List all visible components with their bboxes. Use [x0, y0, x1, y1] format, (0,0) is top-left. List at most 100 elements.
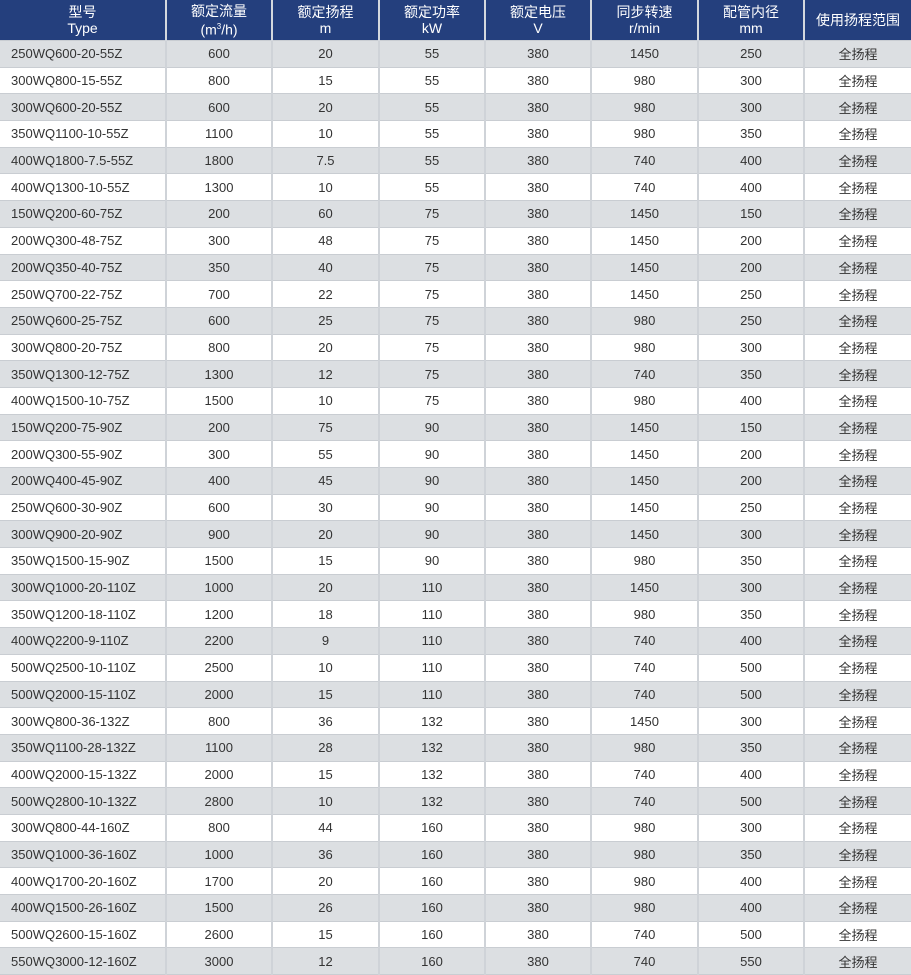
cell-speed: 740	[591, 360, 699, 388]
cell-range: 全扬程	[804, 574, 911, 602]
cell-model: 400WQ1300-10-55Z	[0, 173, 167, 202]
cell-speed: 1450	[591, 254, 699, 282]
pipe-unit: mm	[739, 20, 763, 36]
cell-range: 全扬程	[804, 814, 911, 842]
cell-voltage: 380	[485, 360, 592, 388]
range-cn: 使用扬程范围	[816, 12, 900, 28]
cell-speed: 740	[591, 921, 699, 949]
table-row: 400WQ2000-15-132Z 2000 15 132 380 740 400 全扬程	[0, 761, 911, 789]
cell-speed: 1450	[591, 707, 699, 735]
cell-flow: 200	[166, 414, 273, 442]
cell-range: 全扬程	[804, 67, 911, 95]
cell-power: 160	[379, 867, 486, 895]
cell-flow: 400	[166, 467, 273, 495]
cell-pipe: 400	[698, 173, 805, 202]
cell-voltage: 380	[485, 814, 592, 842]
cell-range: 全扬程	[804, 947, 911, 975]
cell-speed: 1450	[591, 414, 699, 442]
cell-voltage: 380	[485, 761, 592, 789]
cell-pipe: 350	[698, 120, 805, 148]
cell-range: 全扬程	[804, 681, 911, 709]
cell-range: 全扬程	[804, 440, 911, 468]
cell-speed: 980	[591, 387, 699, 415]
cell-model: 400WQ1800-7.5-55Z	[0, 147, 167, 175]
cell-pipe: 300	[698, 814, 805, 842]
cell-model: 300WQ800-44-160Z	[0, 814, 167, 842]
cell-power: 90	[379, 520, 486, 549]
cell-power: 55	[379, 93, 486, 122]
cell-head: 10	[272, 120, 380, 148]
cell-speed: 980	[591, 841, 699, 869]
cell-power: 132	[379, 787, 486, 815]
cell-flow: 1000	[166, 574, 273, 602]
cell-power: 75	[379, 227, 486, 255]
cell-power: 75	[379, 360, 486, 388]
cell-pipe: 400	[698, 627, 805, 655]
flow-unit-post: /h)	[221, 21, 238, 38]
table-row: 200WQ400-45-90Z 400 45 90 380 1450 200 全扬程	[0, 467, 911, 495]
cell-range: 全扬程	[804, 227, 911, 255]
cell-model: 300WQ800-36-132Z	[0, 707, 167, 735]
cell-voltage: 380	[485, 467, 592, 495]
type-cn: 型号	[68, 4, 97, 20]
cell-head: 25	[272, 307, 380, 335]
cell-speed: 980	[591, 307, 699, 335]
table-row: 300WQ800-36-132Z 800 36 132 380 1450 300 全扬程	[0, 707, 911, 735]
cell-head: 28	[272, 734, 380, 762]
cell-head: 15	[272, 681, 380, 709]
cell-speed: 980	[591, 600, 699, 629]
cell-head: 15	[272, 547, 380, 575]
cell-range: 全扬程	[804, 761, 911, 789]
cell-power: 132	[379, 761, 486, 789]
table-row: 400WQ1700-20-160Z 1700 20 160 380 980 400 全扬程	[0, 867, 911, 895]
table-row: 500WQ2500-10-110Z 2500 10 110 380 740 500 全扬程	[0, 654, 911, 682]
cell-pipe: 500	[698, 921, 805, 949]
cell-head: 20	[272, 40, 380, 68]
cell-speed: 740	[591, 947, 699, 975]
cell-voltage: 380	[485, 120, 592, 148]
cell-speed: 980	[591, 867, 699, 895]
cell-voltage: 380	[485, 654, 592, 682]
table-row: 500WQ2800-10-132Z 2800 10 132 380 740 500 全扬程	[0, 787, 911, 815]
cell-range: 全扬程	[804, 173, 911, 202]
cell-speed: 980	[591, 67, 699, 95]
cell-voltage: 380	[485, 440, 592, 468]
cell-model: 250WQ600-20-55Z	[0, 40, 167, 68]
cell-model: 300WQ600-20-55Z	[0, 93, 167, 122]
flow-unit-sup: 3	[216, 21, 222, 31]
cell-head: 10	[272, 787, 380, 815]
cell-power: 75	[379, 280, 486, 308]
cell-pipe: 400	[698, 761, 805, 789]
cell-speed: 1450	[591, 494, 699, 522]
cell-power: 75	[379, 307, 486, 335]
cell-flow: 300	[166, 227, 273, 255]
cell-pipe: 250	[698, 494, 805, 522]
cell-head: 18	[272, 600, 380, 629]
table-row: 300WQ900-20-90Z 900 20 90 380 1450 300 全扬程	[0, 520, 911, 549]
table-row: 300WQ800-15-55Z 800 15 55 380 980 300 全扬程	[0, 67, 911, 95]
table-row: 350WQ1500-15-90Z 1500 15 90 380 980 350 全扬程	[0, 547, 911, 575]
cell-head: 30	[272, 494, 380, 522]
cell-flow: 3000	[166, 947, 273, 975]
cell-range: 全扬程	[804, 40, 911, 68]
cell-model: 400WQ1700-20-160Z	[0, 867, 167, 895]
cell-pipe: 200	[698, 227, 805, 255]
voltage-cn: 额定电压	[510, 4, 566, 20]
cell-power: 132	[379, 734, 486, 762]
cell-head: 9	[272, 627, 380, 655]
cell-voltage: 380	[485, 387, 592, 415]
cell-power: 75	[379, 334, 486, 362]
cell-speed: 1450	[591, 227, 699, 255]
cell-voltage: 380	[485, 681, 592, 709]
cell-pipe: 300	[698, 93, 805, 122]
cell-voltage: 380	[485, 947, 592, 975]
cell-power: 55	[379, 147, 486, 175]
cell-power: 75	[379, 254, 486, 282]
cell-power: 110	[379, 681, 486, 709]
cell-voltage: 380	[485, 93, 592, 122]
cell-voltage: 380	[485, 841, 592, 869]
cell-flow: 800	[166, 707, 273, 735]
cell-power: 75	[379, 200, 486, 228]
cell-range: 全扬程	[804, 627, 911, 655]
